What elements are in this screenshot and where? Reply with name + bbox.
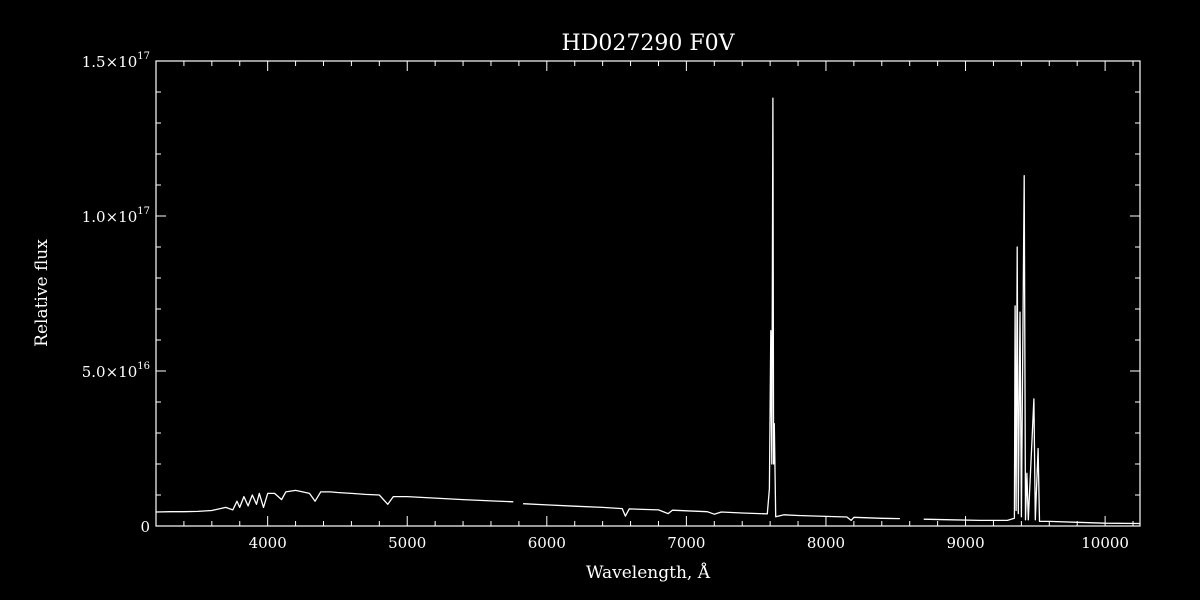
axis-ticks: 4000 5000 6000 7000 8000 9000 10000 0 5.0×1016 1.…	[82, 51, 1140, 552]
spectrum-line-segment	[923, 175, 1141, 525]
x-tick-label: 7000	[667, 534, 705, 552]
y-tick-label: 5.0×1016	[82, 361, 150, 381]
chart-title: HD027290 F0V	[562, 31, 736, 56]
x-tick-label: 8000	[807, 534, 845, 552]
y-tick-exponent: 17	[137, 51, 150, 62]
spectrum-series	[155, 97, 1141, 525]
y-tick-exponent: 16	[137, 361, 150, 372]
x-tick-label: 6000	[528, 534, 566, 552]
x-tick-label: 4000	[249, 534, 287, 552]
spectrum-line-segment	[155, 489, 514, 513]
x-axis-label: Wavelength, Å	[586, 562, 711, 583]
y-axis-label: Relative flux	[32, 239, 52, 347]
y-tick-mantissa: 1.0×10	[82, 208, 138, 226]
y-tick-label: 1.5×1017	[82, 51, 150, 71]
y-tick-mantissa: 5.0×10	[82, 363, 138, 381]
y-tick-exponent: 17	[137, 206, 150, 217]
spectrum-line-segment	[523, 97, 900, 522]
x-tick-label: 9000	[946, 534, 984, 552]
y-tick-mantissa: 1.5×10	[82, 53, 138, 71]
plot-frame	[155, 60, 1141, 527]
x-tick-label: 10000	[1081, 534, 1129, 552]
x-tick-label: 5000	[388, 534, 426, 552]
y-tick-label: 0	[140, 518, 150, 536]
y-tick-label: 1.0×1017	[82, 206, 150, 226]
y-tick-mantissa: 0	[140, 518, 150, 536]
